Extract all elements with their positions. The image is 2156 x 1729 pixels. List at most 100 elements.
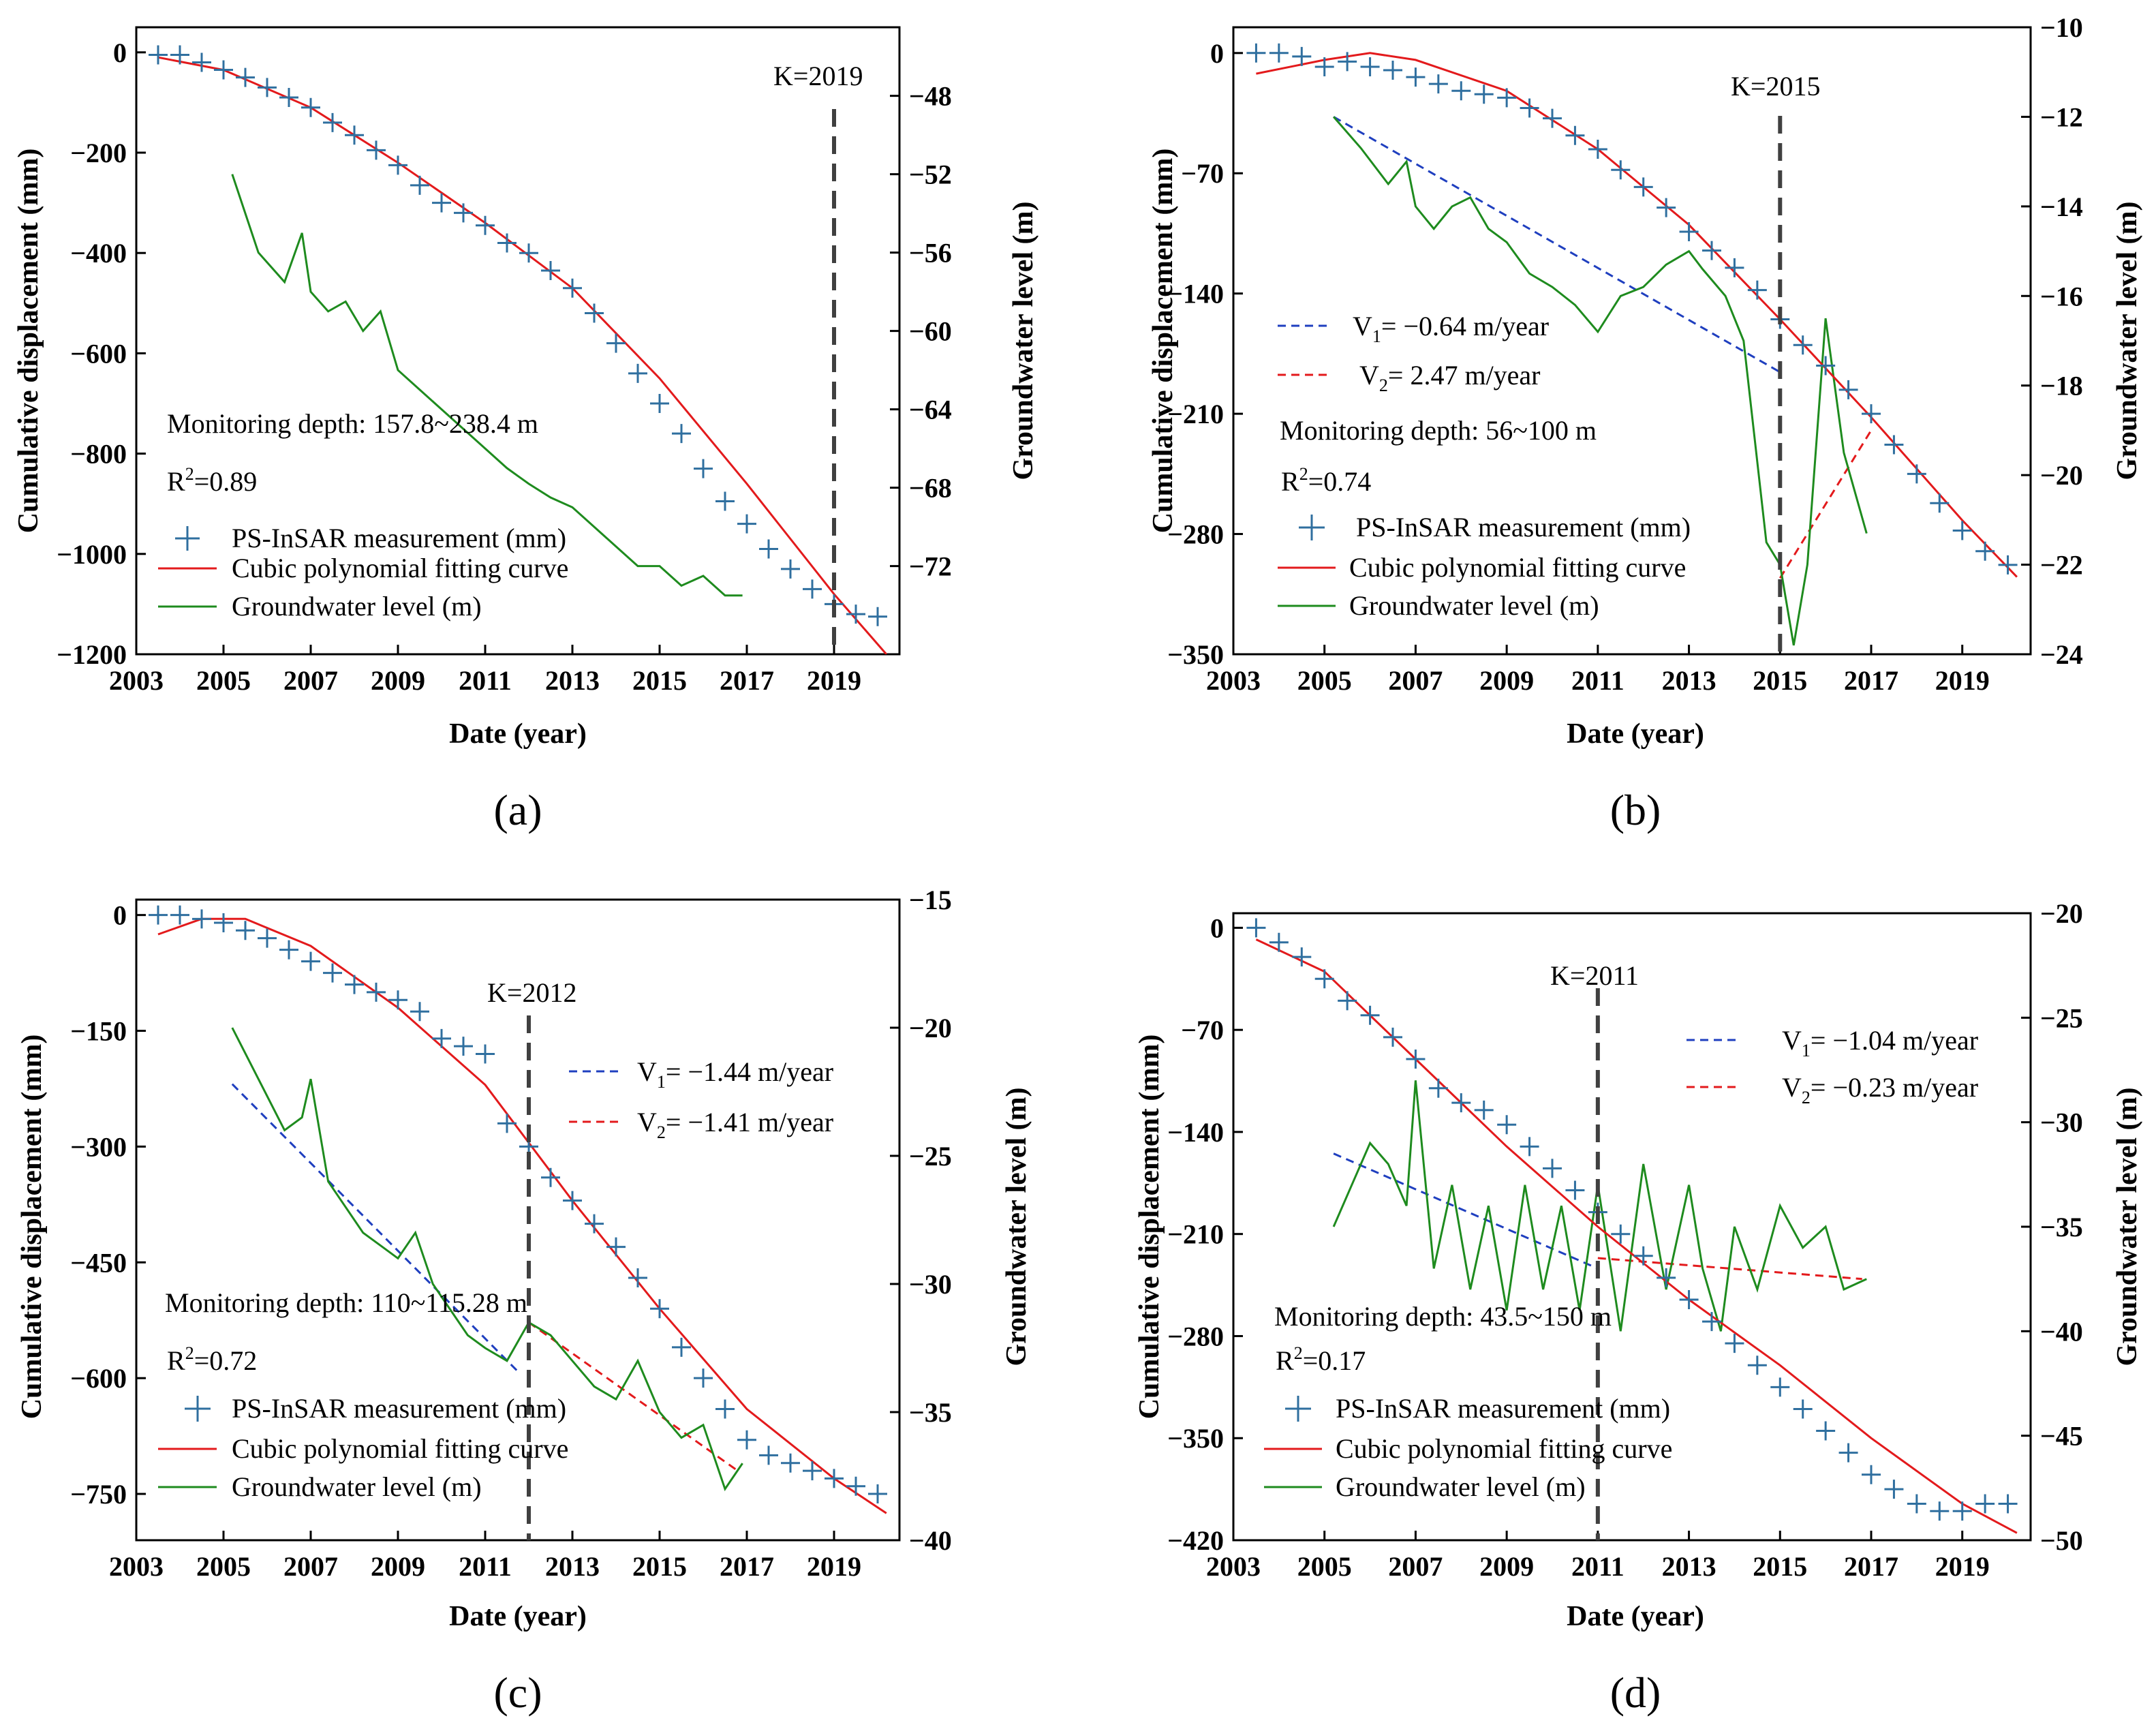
ps-point [345,975,364,994]
ps-point [781,559,800,579]
y-right-tick-label: −30 [909,1269,952,1300]
ps-point [1406,67,1426,87]
trend-line-v2 [528,1321,739,1472]
ps-point [606,333,626,353]
ps-point [192,909,211,929]
ps-point [628,1268,647,1287]
r-squared: R2=0.74 [1281,464,1371,497]
y-right-tick-label: −20 [909,1013,952,1043]
y-left-tick-label: −150 [70,1016,127,1047]
ps-point [1679,221,1699,241]
ps-point [1657,1268,1676,1287]
ps-point [715,1399,735,1419]
ps-point [846,605,865,624]
x-tick-label: 2015 [1753,665,1807,696]
ps-point [1702,241,1721,260]
ps-point [279,940,298,960]
ps-point [803,1461,822,1481]
ps-point [781,1453,800,1473]
y-left-tick-label: −1200 [57,639,127,670]
y-left-tick-label: 0 [1210,913,1224,943]
x-tick-label: 2007 [283,1551,338,1582]
x-tick-label: 2009 [1479,665,1534,696]
y-left-label: Cumulative displacement (mm) [1134,1035,1165,1420]
ps-point [825,1469,844,1488]
ps-point [1520,1137,1539,1157]
ps-point [388,155,407,175]
ps-point [672,1337,691,1357]
x-tick-label: 2019 [1935,665,1990,696]
y-right-tick-label: −48 [909,81,952,112]
ps-point [606,1237,626,1257]
ps-point [432,1028,451,1048]
legend-gw-label: Groundwater level (m) [232,1471,482,1502]
ps-point [1428,1078,1448,1098]
ps-point [497,233,517,253]
ps-point [1269,43,1289,63]
ps-point [694,1368,713,1388]
ps-point [1565,125,1585,145]
ps-point [1702,1312,1721,1332]
legend-fit-label: Cubic polynomial fitting curve [232,553,568,583]
ps-point [1952,521,1972,540]
ps-point [1451,81,1471,101]
ps-point [1793,1399,1813,1419]
ps-point [1633,177,1653,197]
ps-point [1907,464,1926,484]
ps-point [323,112,342,132]
y-left-tick-label: −800 [70,439,127,470]
ps-point [1292,947,1312,967]
legend-gw-label: Groundwater level (m) [1336,1471,1586,1502]
ps-point [1930,493,1950,513]
ps-point [476,215,495,235]
y-right-tick-label: −16 [2040,281,2083,311]
r-squared: R2=0.72 [167,1343,257,1376]
ps-point [367,140,386,160]
axis-ticks: 2003 2005 2007 2009 2011 2013 2015 2017 2019 0 −20… [57,37,952,696]
ps-point [1816,356,1836,376]
ps-point [803,579,822,599]
groundwater-line [1332,1080,1867,1332]
ps-point [301,951,320,971]
x-tick-label: 2017 [1844,1551,1898,1582]
x-tick-label: 2009 [1479,1551,1534,1582]
x-tick-label: 2019 [807,665,861,696]
ps-points [1246,918,2018,1521]
ps-point [192,52,211,72]
ps-point [541,1167,560,1187]
y-right-tick-label: −35 [2040,1212,2083,1242]
k-label: K=2012 [487,977,576,1008]
ps-point [345,125,364,145]
ps-point [563,1191,582,1210]
panel-c: 2003 2005 2007 2009 2011 2013 2015 2017 2019 0 −15… [16,885,1032,1717]
y-left-tick-label: −750 [70,1479,127,1510]
ps-point [715,491,735,511]
ps-point [367,982,386,1002]
ps-point [846,1476,865,1496]
y-right-tick-label: −68 [909,473,952,504]
ps-point [1543,1159,1562,1178]
monitoring-depth: Monitoring depth: 56~100 m [1280,415,1597,446]
ps-point [1565,1180,1585,1200]
y-left-tick-label: −140 [1167,1117,1224,1148]
y-right-tick-label: −25 [909,1141,952,1172]
v2-label: V2= 2.47 m/year [1359,360,1541,395]
legend: PS-InSAR measurement (mm) Cubic polynomi… [1264,1393,1672,1502]
axis-ticks: 2003 2005 2007 2009 2011 2013 2015 2017 2019 0 −70… [1167,898,2083,1582]
ps-point [868,1484,887,1504]
ps-point [1975,541,1995,561]
ps-point [1314,57,1334,76]
y-left-tick-label: −210 [1167,399,1224,429]
ps-point [214,913,233,932]
y-left-tick-label: −450 [70,1247,127,1278]
v1-label: V1= −1.04 m/year [1782,1025,1978,1060]
y-left-tick-label: −300 [70,1131,127,1162]
ps-point [1657,198,1676,217]
trend-lines [1333,116,1873,579]
x-tick-label: 2013 [545,1551,600,1582]
monitoring-depth: Monitoring depth: 157.8~238.4 m [167,408,538,439]
groundwater-line [231,1027,743,1492]
y-right-label: Groundwater level (m) [1008,201,1039,480]
ps-point [432,193,451,213]
ps-point [410,1002,429,1022]
